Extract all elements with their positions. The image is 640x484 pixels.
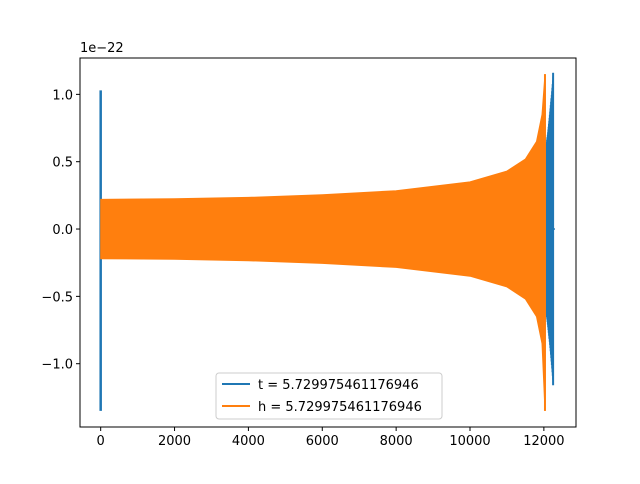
y-tick-label: −0.5 [41, 290, 73, 305]
legend-label-t: t = 5.729975461176946 [258, 378, 419, 393]
y-tick-label: 1.0 [52, 88, 73, 103]
x-tick-label: 8000 [380, 434, 413, 449]
series-layer [99, 72, 555, 411]
y-tick-label: −1.0 [41, 358, 73, 373]
y-tick-label: 0.0 [52, 223, 73, 238]
y-offset-label: 1e−22 [80, 41, 124, 56]
x-tick-label: 10000 [449, 434, 490, 449]
x-tick-label: 4000 [232, 434, 265, 449]
x-tick-label: 6000 [306, 434, 339, 449]
x-tick-label: 2000 [158, 434, 191, 449]
x-tick-label: 0 [97, 434, 105, 449]
y-axis: 1.0 0.5 0.0 −0.5 −1.0 [41, 88, 80, 373]
legend-box [215, 372, 443, 420]
x-axis: 0 2000 4000 6000 8000 10000 12000 [97, 427, 565, 449]
legend-label-h: h = 5.729975461176946 [258, 400, 422, 415]
legend: t = 5.729975461176946 h = 5.729975461176… [215, 372, 443, 420]
plot-frame [79, 57, 577, 428]
y-tick-label: 0.5 [52, 156, 73, 171]
series-h [100, 74, 546, 411]
x-tick-label: 12000 [523, 434, 564, 449]
